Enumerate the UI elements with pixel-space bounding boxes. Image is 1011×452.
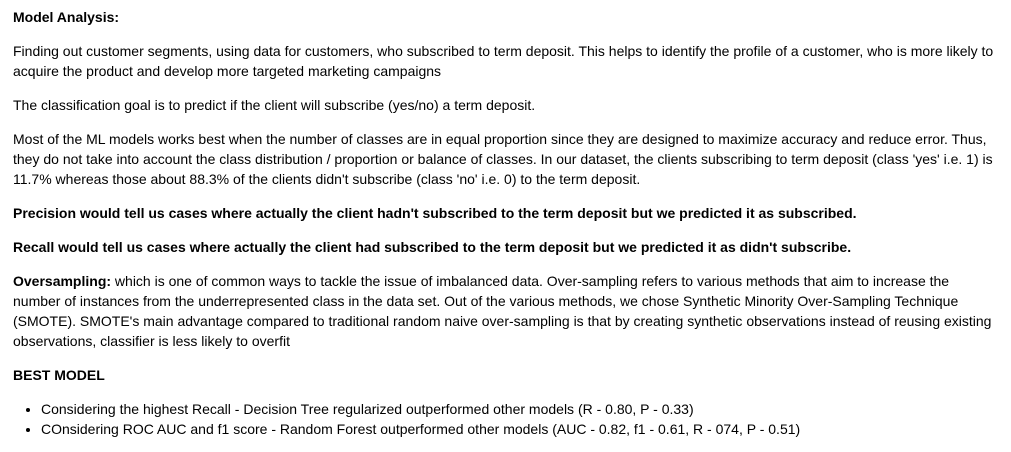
model-analysis-heading: Model Analysis: [13,9,120,25]
oversampling-paragraph: Oversampling: which is one of common way… [13,271,998,351]
precision-paragraph: Precision would tell us cases where actu… [13,205,857,221]
class-imbalance-paragraph: Most of the ML models works best when th… [13,131,993,187]
classification-goal-paragraph: The classification goal is to predict if… [13,97,536,113]
list-item: Considering the highest Recall - Decisio… [41,399,998,419]
oversampling-text: which is one of common ways to tackle th… [13,273,992,349]
recall-paragraph: Recall would tell us cases where actuall… [13,239,852,255]
best-model-list: Considering the highest Recall - Decisio… [13,399,998,439]
best-model-heading: BEST MODEL [13,367,105,383]
list-item: COnsidering ROC AUC and f1 score - Rando… [41,419,998,439]
intro-paragraph: Finding out customer segments, using dat… [13,43,994,79]
oversampling-label: Oversampling: [13,273,112,289]
